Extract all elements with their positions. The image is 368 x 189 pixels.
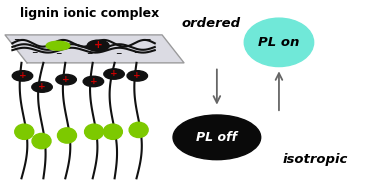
Ellipse shape bbox=[46, 41, 70, 50]
Ellipse shape bbox=[32, 133, 51, 149]
Ellipse shape bbox=[15, 124, 34, 139]
Text: PL off: PL off bbox=[196, 131, 237, 144]
Text: lignin ionic complex: lignin ionic complex bbox=[20, 7, 159, 20]
Text: +: + bbox=[89, 77, 97, 86]
Text: PL on: PL on bbox=[258, 36, 300, 49]
Text: +: + bbox=[134, 71, 141, 80]
Text: −: − bbox=[144, 35, 151, 44]
Ellipse shape bbox=[244, 18, 314, 67]
Text: +: + bbox=[62, 75, 70, 84]
Circle shape bbox=[104, 69, 124, 79]
Circle shape bbox=[12, 71, 33, 81]
Text: −: − bbox=[55, 49, 61, 58]
Ellipse shape bbox=[57, 128, 77, 143]
Text: −: − bbox=[133, 48, 140, 57]
Text: +: + bbox=[94, 40, 103, 50]
Text: −: − bbox=[86, 49, 92, 58]
Circle shape bbox=[83, 76, 104, 87]
Polygon shape bbox=[5, 35, 184, 63]
Text: isotropic: isotropic bbox=[283, 153, 348, 166]
Ellipse shape bbox=[129, 122, 148, 138]
Text: +: + bbox=[19, 71, 26, 80]
Text: −: − bbox=[13, 35, 19, 44]
Text: ordered: ordered bbox=[182, 17, 241, 30]
Text: −: − bbox=[115, 49, 121, 58]
Circle shape bbox=[32, 82, 52, 92]
Circle shape bbox=[127, 71, 148, 81]
Ellipse shape bbox=[85, 124, 103, 139]
Text: −: − bbox=[31, 48, 38, 57]
Circle shape bbox=[56, 74, 76, 85]
Text: +: + bbox=[110, 69, 118, 78]
Text: +: + bbox=[38, 82, 46, 91]
Ellipse shape bbox=[103, 124, 123, 139]
Circle shape bbox=[173, 115, 261, 160]
Circle shape bbox=[87, 40, 109, 51]
